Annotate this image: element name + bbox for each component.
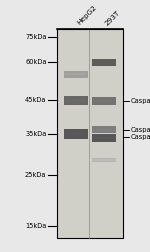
Bar xyxy=(92,134,116,142)
Bar xyxy=(64,129,88,139)
Bar xyxy=(64,71,88,78)
Text: 293T: 293T xyxy=(104,9,121,26)
Bar xyxy=(94,137,115,139)
Text: Caspase-9: Caspase-9 xyxy=(130,134,150,140)
Bar xyxy=(92,97,116,105)
Text: Caspase-9: Caspase-9 xyxy=(130,98,150,104)
Bar xyxy=(94,100,115,102)
Text: HepG2: HepG2 xyxy=(76,5,98,26)
Bar xyxy=(65,100,86,102)
Text: 25kDa: 25kDa xyxy=(25,172,46,178)
Bar xyxy=(94,159,115,161)
Text: 60kDa: 60kDa xyxy=(25,59,46,65)
Text: 15kDa: 15kDa xyxy=(25,223,46,229)
Text: Caspase-9: Caspase-9 xyxy=(130,127,150,133)
Bar xyxy=(65,132,86,135)
Text: 75kDa: 75kDa xyxy=(25,34,46,40)
Bar xyxy=(94,61,115,64)
Bar xyxy=(92,126,116,133)
Bar xyxy=(64,96,88,105)
Bar xyxy=(94,129,115,131)
Bar xyxy=(92,158,116,162)
Bar xyxy=(57,29,123,238)
Bar xyxy=(92,59,116,66)
Text: 45kDa: 45kDa xyxy=(25,97,46,103)
Text: 35kDa: 35kDa xyxy=(25,131,46,137)
Bar xyxy=(65,73,86,75)
